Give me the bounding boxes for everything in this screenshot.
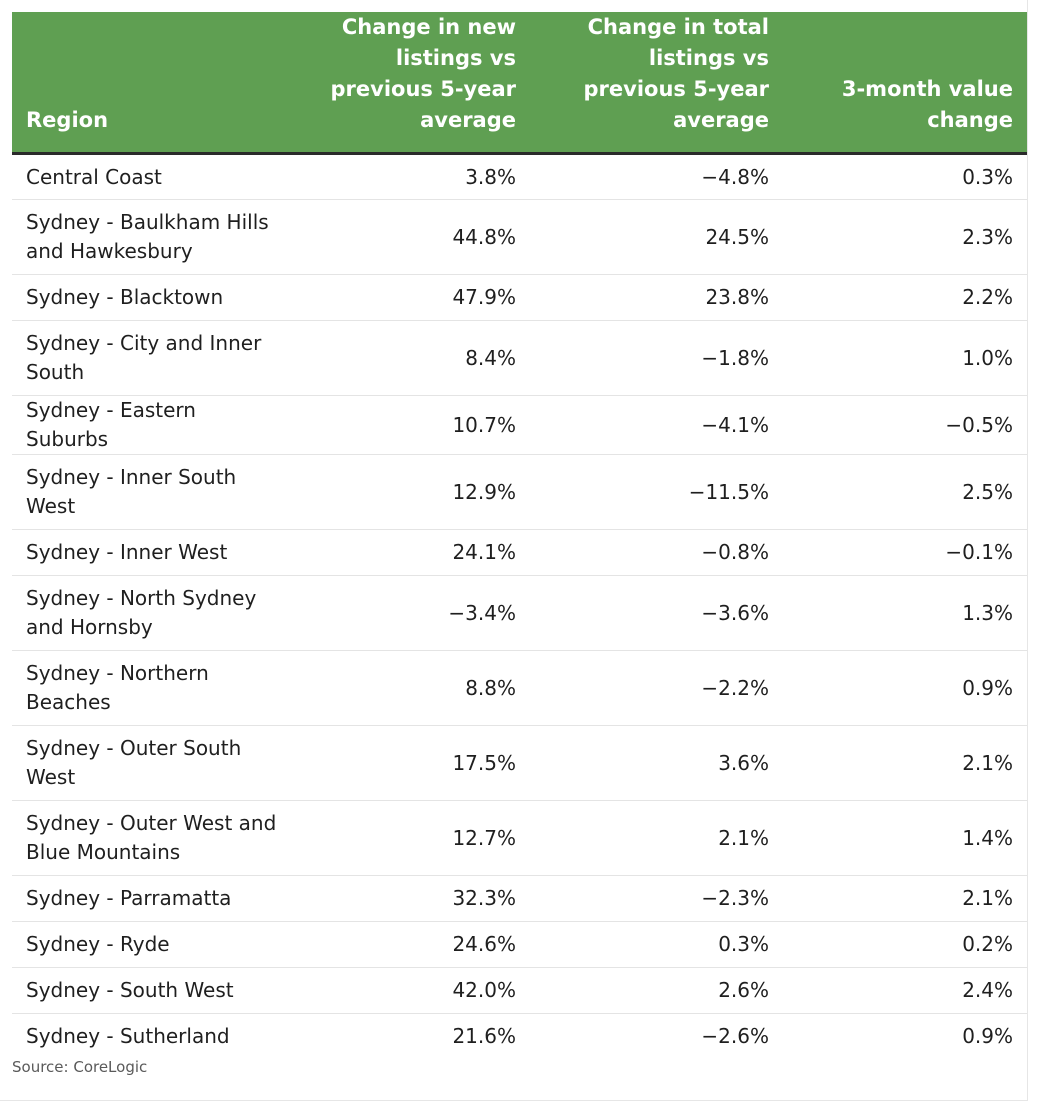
cell-region: Sydney - Ryde — [12, 921, 297, 968]
cell-total-listings: −3.6% — [530, 575, 783, 651]
table-row: Sydney - Eastern Suburbs 10.7% −4.1% −0.… — [12, 395, 1027, 455]
cell-total-listings: −4.1% — [530, 395, 783, 455]
cell-new-listings: 8.8% — [297, 650, 530, 726]
cell-value-change: 0.2% — [783, 921, 1027, 968]
cell-total-listings: −11.5% — [530, 454, 783, 530]
cell-new-listings: 10.7% — [297, 395, 530, 455]
cell-total-listings: 3.6% — [530, 725, 783, 801]
cell-new-listings: 21.6% — [452, 1024, 516, 1049]
cell-region: Sydney - Eastern Suburbs — [12, 395, 297, 455]
cell-value-change: 2.4% — [783, 967, 1027, 1014]
cell-region: Sydney - Sutherland — [26, 1024, 230, 1049]
cell-value-change: 2.1% — [783, 725, 1027, 801]
table-row: Sydney - Inner South West 12.9% −11.5% 2… — [12, 454, 1027, 530]
cell-new-listings: 42.0% — [297, 967, 530, 1014]
cell-region: Sydney - Northern Beaches — [12, 650, 297, 726]
cell-region: Sydney - Baulkham Hills and Hawkesbury — [12, 199, 297, 275]
cell-total-listings: 0.3% — [530, 921, 783, 968]
cell-value-change: −0.1% — [783, 529, 1027, 576]
table-row: Sydney - Inner West 24.1% −0.8% −0.1% — [12, 529, 1027, 576]
cell-value-change: 1.4% — [783, 800, 1027, 876]
cell-new-listings: 24.6% — [297, 921, 530, 968]
cell-total-listings: −2.6% — [701, 1024, 769, 1049]
cell-new-listings: 17.5% — [297, 725, 530, 801]
cell-total-listings: −0.8% — [530, 529, 783, 576]
cell-value-change: 0.3% — [783, 153, 1027, 200]
cell-new-listings: 44.8% — [297, 199, 530, 275]
source-note: Source: CoreLogic — [12, 1058, 148, 1076]
cell-total-listings: 2.6% — [530, 967, 783, 1014]
cell-new-listings: 12.7% — [297, 800, 530, 876]
cell-total-listings: −4.8% — [530, 153, 783, 200]
cell-total-listings: −1.8% — [530, 320, 783, 396]
cell-new-listings: 3.8% — [297, 153, 530, 200]
table-row: Sydney - Outer West and Blue Mountains 1… — [12, 800, 1027, 876]
cell-region: Sydney - City and Inner South — [12, 320, 297, 396]
cell-value-change: 2.1% — [783, 875, 1027, 922]
table-row: Sydney - City and Inner South 8.4% −1.8%… — [12, 320, 1027, 396]
table-row: Sydney - Northern Beaches 8.8% −2.2% 0.9… — [12, 650, 1027, 726]
table-row: Sydney - Sutherland 21.6% −2.6% 0.9% — [12, 1014, 1027, 1060]
cell-new-listings: 24.1% — [297, 529, 530, 576]
cell-value-change: 2.2% — [783, 274, 1027, 321]
cell-new-listings: 8.4% — [297, 320, 530, 396]
cell-value-change: 1.3% — [783, 575, 1027, 651]
table-row: Sydney - Outer South West 17.5% 3.6% 2.1… — [12, 725, 1027, 801]
header-region: Region — [12, 12, 297, 155]
cell-region: Central Coast — [12, 153, 297, 200]
cell-total-listings: 24.5% — [530, 199, 783, 275]
table-row: Sydney - North Sydney and Hornsby −3.4% … — [12, 575, 1027, 651]
table-row: Central Coast 3.8% −4.8% 0.3% — [12, 153, 1027, 200]
cell-region: Sydney - Outer South West — [12, 725, 297, 801]
cell-region: Sydney - Inner West — [12, 529, 297, 576]
cell-total-listings: −2.2% — [530, 650, 783, 726]
header-total-listings: Change in total listings vs previous 5-y… — [530, 12, 783, 155]
cell-total-listings: 2.1% — [530, 800, 783, 876]
cell-value-change: 1.0% — [783, 320, 1027, 396]
table-body: Central Coast 3.8% −4.8% 0.3% Sydney - B… — [12, 153, 1027, 1060]
cell-new-listings: 12.9% — [297, 454, 530, 530]
cell-value-change: 0.9% — [783, 650, 1027, 726]
header-new-listings: Change in new listings vs previous 5-yea… — [297, 12, 530, 155]
table-row: Sydney - Baulkham Hills and Hawkesbury 4… — [12, 199, 1027, 275]
cell-region: Sydney - South West — [12, 967, 297, 1014]
cell-value-change: 2.5% — [783, 454, 1027, 530]
table-row: Sydney - Blacktown 47.9% 23.8% 2.2% — [12, 274, 1027, 321]
cell-value-change: 2.3% — [783, 199, 1027, 275]
table-row: Sydney - Parramatta 32.3% −2.3% 2.1% — [12, 875, 1027, 922]
cell-value-change: 0.9% — [962, 1024, 1013, 1049]
cell-region: Sydney - Inner South West — [12, 454, 297, 530]
cell-region: Sydney - Outer West and Blue Mountains — [12, 800, 297, 876]
header-value-change: 3-month value change — [783, 12, 1027, 155]
cell-new-listings: −3.4% — [297, 575, 530, 651]
table-header: Region Change in new listings vs previou… — [12, 12, 1027, 155]
cell-new-listings: 32.3% — [297, 875, 530, 922]
table-row: Sydney - Ryde 24.6% 0.3% 0.2% — [12, 921, 1027, 968]
cell-value-change: −0.5% — [783, 395, 1027, 455]
cell-new-listings: 47.9% — [297, 274, 530, 321]
listings-table: Region Change in new listings vs previou… — [12, 12, 1027, 1060]
cell-total-listings: −2.3% — [530, 875, 783, 922]
table-row: Sydney - South West 42.0% 2.6% 2.4% — [12, 967, 1027, 1014]
cell-region: Sydney - Parramatta — [12, 875, 297, 922]
cell-total-listings: 23.8% — [530, 274, 783, 321]
header-row: Region Change in new listings vs previou… — [12, 12, 1027, 155]
cell-region: Sydney - Blacktown — [12, 274, 297, 321]
table-card — [0, 0, 1028, 1101]
cell-region: Sydney - North Sydney and Hornsby — [12, 575, 297, 651]
